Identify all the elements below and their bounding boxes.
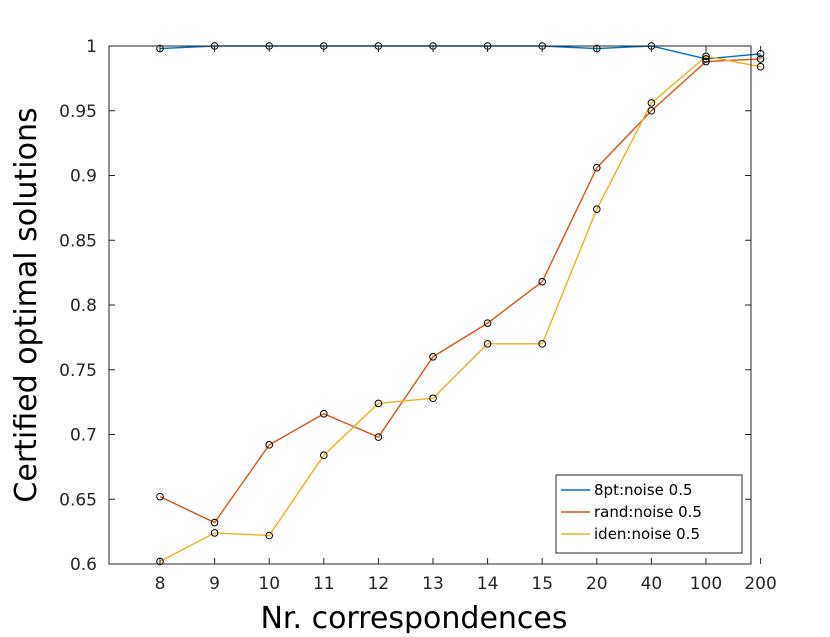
data-point-s2-8 [593,205,601,213]
x-tick-label: 20 [586,574,608,594]
data-point-s1-7 [538,277,547,286]
data-point-s1-9 [647,106,656,115]
x-tick-label: 11 [313,574,335,594]
x-tick-label: 13 [422,574,444,594]
data-point-s0-10 [702,55,710,63]
data-point-s2-10 [702,52,710,61]
data-point-s2-9 [647,99,656,107]
y-tick-label: 0.7 [70,426,97,446]
data-point-s2-7 [538,340,547,348]
x-tick-label: 40 [641,574,663,594]
legend-box [555,474,743,554]
y-tick-label: 0.9 [70,167,97,187]
x-tick-label: 8 [155,574,166,594]
x-tick-label: 200 [744,574,776,594]
data-point-s1-11 [756,55,765,63]
legend-label-0: 8pt:noise 0.5 [594,481,693,499]
data-point-s1-8 [593,163,601,172]
y-tick-label: 1 [86,37,97,57]
x-tick-label: 100 [690,574,722,594]
x-tick-label: 12 [368,574,390,594]
data-point-s1-0 [156,492,164,501]
data-point-s1-3 [320,409,328,418]
data-point-s1-4 [374,433,383,441]
y-tick-label: 0.6 [70,555,97,575]
y-tick-label: 0.65 [59,490,97,510]
data-point-s1-6 [483,319,492,327]
data-point-s1-10 [702,57,710,66]
data-point-s2-6 [483,340,492,348]
legend-label-2: iden:noise 0.5 [594,525,700,543]
data-point-s2-11 [756,62,765,71]
ticks-layer: 0.6 0.65 0.7 0.75 0.8 0.85 0.9 0.95 1 8 9 10 11 12 13 1… [59,37,777,594]
y-tick-label: 0.85 [59,231,97,251]
data-point-s1-2 [265,441,274,449]
legend: 8pt:noise 0.5 rand:noise 0.5 iden:noise 0.… [555,474,743,554]
data-point-s1-5 [429,353,437,361]
y-tick-label: 0.75 [59,361,97,381]
data-point-s2-5 [429,394,437,403]
series-line-1 [159,58,761,524]
y-axis-title: Certified optimal solutions [9,107,44,502]
legend-label-1: rand:noise 0.5 [594,503,702,521]
x-axis-title: Nr. correspondences [260,601,567,633]
y-tick-label: 0.95 [59,102,97,122]
data-point-s2-3 [320,451,328,460]
data-point-s2-4 [374,399,383,408]
data-point-s1-1 [210,518,219,527]
x-tick-label: 15 [531,574,553,594]
data-point-s2-1 [210,529,219,537]
y-tick-label: 0.8 [70,296,97,316]
x-tick-label: 10 [258,574,280,594]
series-line-2 [159,55,761,563]
x-tick-label: 14 [477,574,499,594]
x-tick-label: 9 [209,574,220,594]
data-point-s2-2 [265,531,274,540]
